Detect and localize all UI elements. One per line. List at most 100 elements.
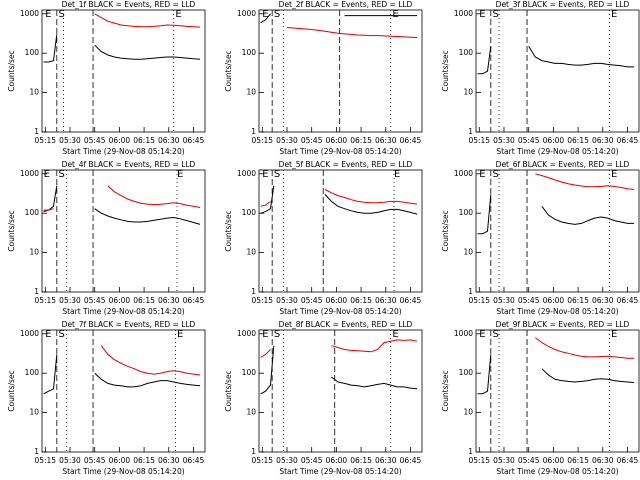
x-tick-label: 05:15 (34, 456, 56, 465)
x-tick-label: 06:00 (326, 456, 348, 465)
y-tick-label: 10 (246, 408, 256, 417)
x-tick-label: 05:15 (251, 296, 273, 305)
y-tick-label: 1000 (237, 329, 256, 338)
series-line (260, 189, 418, 207)
x-tick-label: 06:15 (350, 136, 372, 145)
series-line (43, 185, 201, 225)
x-tick-label: 06:30 (375, 296, 397, 305)
x-tick-label: 06:00 (109, 456, 131, 465)
annotation: S (492, 329, 498, 340)
x-tick-label: 06:15 (567, 456, 589, 465)
annotation: E (262, 329, 268, 340)
x-axis-label: Start Time (29-Nov-08 05:14:20) (496, 147, 618, 156)
annotation: S (274, 329, 280, 340)
x-tick-label: 06:30 (592, 296, 614, 305)
series-line (477, 46, 635, 75)
x-tick-label: 06:45 (183, 296, 205, 305)
series-line (534, 337, 635, 359)
annotation: S (58, 329, 64, 340)
x-axis-label: Start Time (29-Nov-08 05:14:20) (62, 147, 184, 156)
x-tick-label: 06:45 (183, 456, 205, 465)
panel: Det_1f BLACK = Events, RED = LLD Start Ti… (7, 0, 206, 156)
series-line (43, 354, 201, 395)
chart-title: Det_1f BLACK = Events, RED = LLD (62, 0, 196, 9)
y-tick-label: 100 (242, 208, 257, 217)
x-tick-label: 06:15 (133, 136, 155, 145)
series-line (43, 185, 201, 211)
x-axis-label: Start Time (29-Nov-08 05:14:20) (279, 307, 401, 316)
annotation: E (479, 329, 485, 340)
x-tick-label: 06:30 (592, 136, 614, 145)
chart-title: Det_7f BLACK = Events, RED = LLD (62, 320, 196, 329)
chart-title: Det_3f BLACK = Events, RED = LLD (496, 0, 630, 9)
x-tick-label: 05:15 (251, 136, 273, 145)
x-tick-label: 06:00 (543, 456, 565, 465)
annotation: E (175, 9, 181, 20)
x-tick-label: 05:30 (59, 296, 81, 305)
x-tick-label: 05:30 (276, 296, 298, 305)
panel: Det_4f BLACK = Events, RED = LLD Start Ti… (7, 160, 206, 316)
x-tick-label: 06:15 (133, 296, 155, 305)
y-tick-label: 1000 (454, 169, 473, 178)
y-tick-label: 1 (251, 287, 256, 296)
x-axis-label: Start Time (29-Nov-08 05:14:20) (496, 307, 618, 316)
panel: Det_6f BLACK = Events, RED = LLD Start Ti… (441, 160, 640, 316)
panel: Det_8f BLACK = Events, RED = LLD Start Ti… (224, 320, 423, 476)
series-line (477, 194, 635, 235)
x-tick-label: 06:00 (326, 296, 348, 305)
x-tick-label: 05:30 (276, 456, 298, 465)
x-tick-label: 06:00 (543, 296, 565, 305)
x-tick-label: 06:30 (375, 136, 397, 145)
y-tick-label: 1000 (237, 9, 256, 18)
series-line (260, 185, 418, 215)
y-axis-label: Counts/sec (7, 370, 16, 411)
x-tick-label: 06:45 (617, 456, 639, 465)
y-tick-label: 1 (34, 127, 39, 136)
y-tick-label: 1 (34, 287, 39, 296)
y-tick-label: 1 (251, 447, 256, 456)
annotation: E (392, 329, 398, 340)
y-tick-label: 1 (468, 447, 473, 456)
plot-frame (258, 329, 423, 453)
x-tick-label: 05:30 (276, 136, 298, 145)
y-tick-label: 100 (459, 368, 474, 377)
series-line (260, 339, 418, 358)
x-tick-label: 05:45 (301, 296, 323, 305)
x-tick-label: 05:15 (34, 296, 56, 305)
annotation: E (45, 329, 51, 340)
annotation: S (58, 169, 64, 180)
x-tick-label: 05:45 (301, 136, 323, 145)
x-tick-label: 06:45 (400, 456, 422, 465)
x-tick-label: 05:45 (518, 296, 540, 305)
annotation: E (392, 9, 398, 20)
series-line (260, 13, 418, 24)
y-tick-label: 1 (251, 127, 256, 136)
x-tick-label: 05:15 (251, 456, 273, 465)
y-axis-label: Counts/sec (224, 210, 233, 251)
y-tick-label: 100 (242, 368, 257, 377)
y-tick-label: 1000 (454, 9, 473, 18)
y-tick-label: 1 (468, 127, 473, 136)
x-tick-label: 06:30 (158, 296, 180, 305)
x-tick-label: 05:30 (493, 296, 515, 305)
plot-frame (41, 169, 206, 293)
chart-title: Det_6f BLACK = Events, RED = LLD (496, 160, 630, 169)
annotation: E (611, 9, 617, 20)
y-tick-label: 10 (463, 408, 473, 417)
annotation: E (44, 169, 50, 180)
annotation: S (58, 9, 64, 20)
y-tick-label: 100 (25, 368, 40, 377)
x-tick-label: 06:45 (617, 296, 639, 305)
annotation: S (492, 9, 498, 20)
y-tick-label: 100 (25, 48, 40, 57)
x-tick-label: 06:15 (133, 456, 155, 465)
plot-frame (41, 9, 206, 133)
x-tick-label: 05:45 (518, 136, 540, 145)
y-tick-label: 10 (29, 248, 39, 257)
y-tick-label: 10 (246, 248, 256, 257)
x-tick-label: 05:30 (493, 456, 515, 465)
y-axis-label: Counts/sec (7, 210, 16, 251)
annotation: E (479, 9, 485, 20)
x-axis-label: Start Time (29-Nov-08 05:14:20) (62, 467, 184, 476)
y-tick-label: 100 (459, 48, 474, 57)
